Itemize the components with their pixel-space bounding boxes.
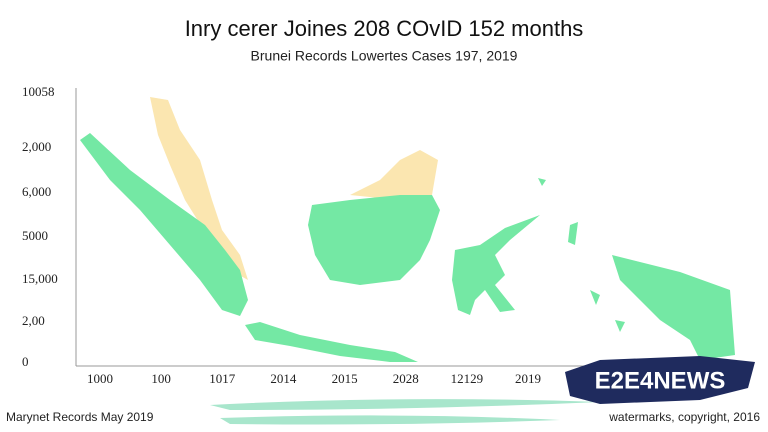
land-area	[80, 133, 248, 316]
y-label: 5000	[22, 228, 48, 243]
copyright-note: watermarks, copyright, 2016	[608, 410, 760, 424]
x-label: 1000	[87, 371, 113, 386]
x-label: 12129	[451, 371, 484, 386]
source-note: Marynet Records May 2019	[6, 410, 154, 424]
land-area	[350, 150, 438, 200]
y-label: 2,000	[22, 139, 51, 154]
y-label: 15,000	[22, 271, 58, 286]
land-area	[452, 215, 540, 315]
x-label: 2014	[270, 371, 297, 386]
y-label: 10058	[22, 84, 55, 99]
y-label: 6,000	[22, 184, 51, 199]
y-label: 2,00	[22, 313, 45, 328]
x-label: 100	[151, 371, 171, 386]
x-label: 2028	[393, 371, 419, 386]
land-area	[245, 322, 418, 362]
map-shapes	[80, 97, 735, 362]
land-area	[612, 255, 735, 360]
logo-brush	[565, 356, 755, 404]
x-label: 2019	[515, 371, 541, 386]
subtitle: Brunei Records Lowertes Cases 197, 2019	[251, 48, 518, 64]
y-label: 0	[22, 354, 29, 369]
title: Inry cerer Joines 208 COvID 152 months	[185, 16, 584, 41]
logo-text: E2E4NEWS	[595, 367, 726, 394]
brush-stroke	[210, 399, 600, 425]
land-area	[150, 97, 248, 280]
x-label: 2015	[332, 371, 358, 386]
land-area	[308, 195, 440, 285]
logo: E2E4NEWS	[565, 356, 755, 404]
footer-strokes	[210, 399, 600, 425]
x-label: 1017	[209, 371, 236, 386]
